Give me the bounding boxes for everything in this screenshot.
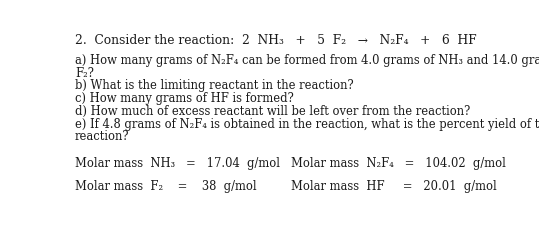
Text: b) What is the limiting reactant in the reaction?: b) What is the limiting reactant in the … <box>75 79 354 92</box>
Text: Molar mass  NH₃   =   17.04  g/mol: Molar mass NH₃ = 17.04 g/mol <box>75 156 280 170</box>
Text: Molar mass  F₂    =    38  g/mol: Molar mass F₂ = 38 g/mol <box>75 179 257 192</box>
Text: d) How much of excess reactant will be left over from the reaction?: d) How much of excess reactant will be l… <box>75 104 470 117</box>
Text: F₂?: F₂? <box>75 67 94 79</box>
Text: Molar mass  HF     =   20.01  g/mol: Molar mass HF = 20.01 g/mol <box>291 179 496 192</box>
Text: Molar mass  N₂F₄   =   104.02  g/mol: Molar mass N₂F₄ = 104.02 g/mol <box>291 156 506 170</box>
Text: reaction?: reaction? <box>75 130 129 143</box>
Text: e) If 4.8 grams of N₂F₄ is obtained in the reaction, what is the percent yield o: e) If 4.8 grams of N₂F₄ is obtained in t… <box>75 117 539 130</box>
Text: c) How many grams of HF is formed?: c) How many grams of HF is formed? <box>75 92 294 105</box>
Text: a) How many grams of N₂F₄ can be formed from 4.0 grams of NH₃ and 14.0 grams of: a) How many grams of N₂F₄ can be formed … <box>75 54 539 67</box>
Text: 2.  Consider the reaction:  2  NH₃   +   5  F₂   →   N₂F₄   +   6  HF: 2. Consider the reaction: 2 NH₃ + 5 F₂ →… <box>75 34 476 47</box>
